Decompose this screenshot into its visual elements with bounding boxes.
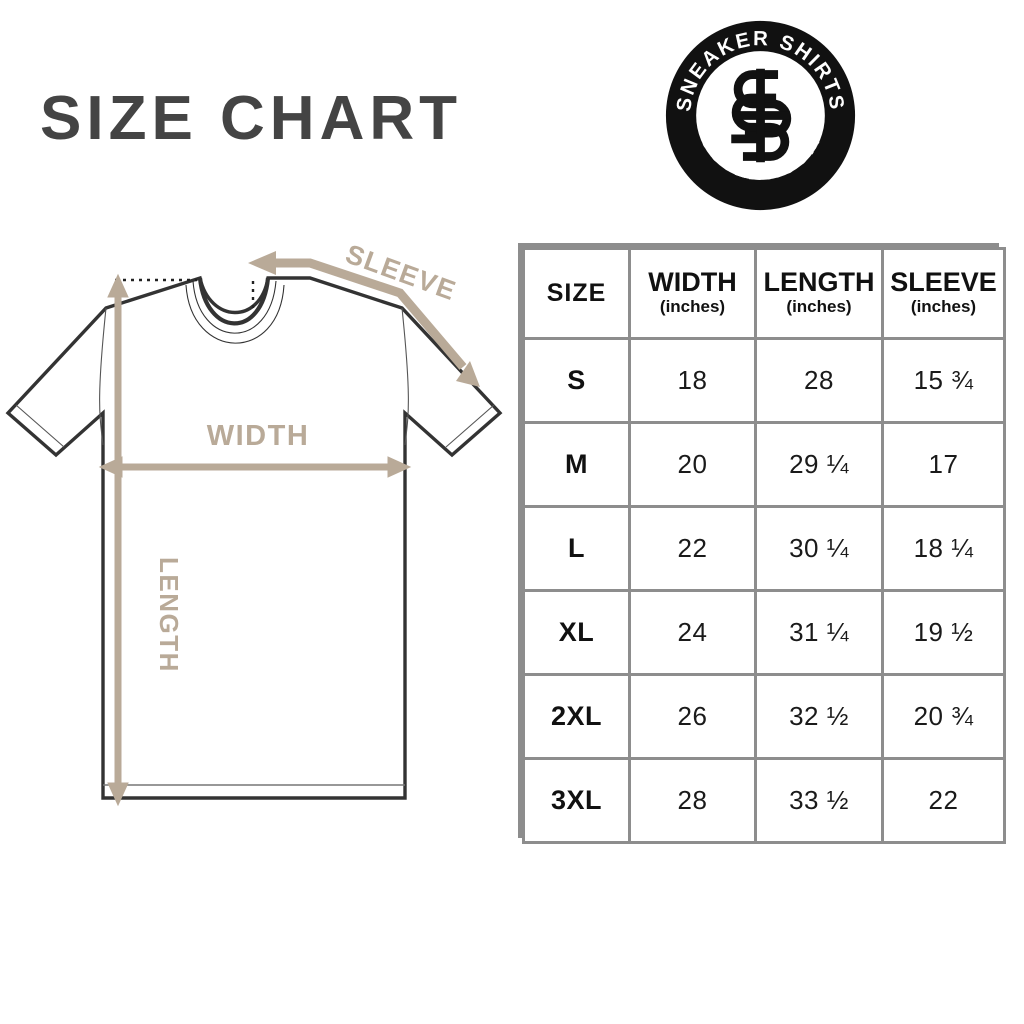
cell-sleeve: 18 ¼ bbox=[881, 505, 1006, 592]
cell-width: 26 bbox=[628, 673, 757, 760]
width-arrow bbox=[98, 456, 412, 478]
column-header-size-main: SIZE bbox=[546, 279, 607, 307]
cell-width: 22 bbox=[628, 505, 757, 592]
cell-width: 20 bbox=[628, 421, 757, 508]
column-header-length: LENGTH (inches) bbox=[754, 247, 884, 340]
cell-width: 24 bbox=[628, 589, 757, 676]
logo-monogram bbox=[731, 68, 792, 163]
cell-width: 28 bbox=[628, 757, 757, 844]
table-row: XL 24 31 ¼ 19 ½ bbox=[522, 589, 1006, 676]
page-title: SIZE CHART bbox=[40, 84, 462, 153]
brand-logo: SNEAKER SHIRTS OUTLET.COM bbox=[663, 18, 858, 213]
cell-sleeve: 15 ¾ bbox=[881, 337, 1006, 424]
cell-size: XL bbox=[522, 589, 631, 676]
cell-width: 18 bbox=[628, 337, 757, 424]
table-header-row: SIZE WIDTH (inches) LENGTH (inches) SLEE… bbox=[522, 247, 1006, 340]
cell-size: 3XL bbox=[522, 757, 631, 844]
size-chart-table: SIZE WIDTH (inches) LENGTH (inches) SLEE… bbox=[518, 243, 1006, 844]
cell-size: S bbox=[522, 337, 631, 424]
column-header-length-sub: (inches) bbox=[786, 296, 852, 316]
table-row: 3XL 28 33 ½ 22 bbox=[522, 757, 1006, 844]
cell-sleeve: 17 bbox=[881, 421, 1006, 508]
column-header-sleeve-sub: (inches) bbox=[910, 296, 977, 316]
sleeve-cuffs bbox=[15, 404, 495, 448]
cell-length: 33 ½ bbox=[754, 757, 884, 844]
cell-sleeve: 20 ¾ bbox=[881, 673, 1006, 760]
sleeve-arrow-heads bbox=[248, 251, 480, 387]
label-length: LENGTH bbox=[154, 557, 184, 673]
column-header-width: WIDTH (inches) bbox=[628, 247, 757, 340]
tshirt-diagram: SLEEVE WIDTH LENGTH bbox=[0, 245, 510, 845]
collar-detail bbox=[185, 277, 285, 344]
cell-length: 28 bbox=[754, 337, 884, 424]
guide-dotted bbox=[115, 278, 255, 313]
column-header-size: SIZE bbox=[522, 247, 631, 340]
table-row: L 22 30 ¼ 18 ¼ bbox=[522, 505, 1006, 592]
cell-sleeve: 22 bbox=[881, 757, 1006, 844]
column-header-sleeve-main: SLEEVE bbox=[890, 266, 997, 297]
cell-length: 29 ¼ bbox=[754, 421, 884, 508]
column-header-sleeve: SLEEVE (inches) bbox=[881, 247, 1006, 340]
column-header-length-main: LENGTH bbox=[763, 266, 875, 297]
label-width: WIDTH bbox=[207, 420, 310, 452]
length-arrow bbox=[107, 273, 129, 807]
column-header-width-main: WIDTH bbox=[648, 266, 737, 297]
column-header-width-sub: (inches) bbox=[659, 296, 726, 316]
cell-length: 30 ¼ bbox=[754, 505, 884, 592]
cell-size: M bbox=[522, 421, 631, 508]
sleeve-arrow bbox=[272, 258, 467, 370]
seam-lines bbox=[99, 307, 409, 446]
cell-length: 31 ¼ bbox=[754, 589, 884, 676]
table-row: 2XL 26 32 ½ 20 ¾ bbox=[522, 673, 1006, 760]
tshirt-outline bbox=[5, 275, 503, 800]
table-row: M 20 29 ¼ 17 bbox=[522, 421, 1006, 508]
cell-length: 32 ½ bbox=[754, 673, 884, 760]
cell-sleeve: 19 ½ bbox=[881, 589, 1006, 676]
cell-size: 2XL bbox=[522, 673, 631, 760]
cell-size: L bbox=[522, 505, 631, 592]
table-row: S 18 28 15 ¾ bbox=[522, 337, 1006, 424]
